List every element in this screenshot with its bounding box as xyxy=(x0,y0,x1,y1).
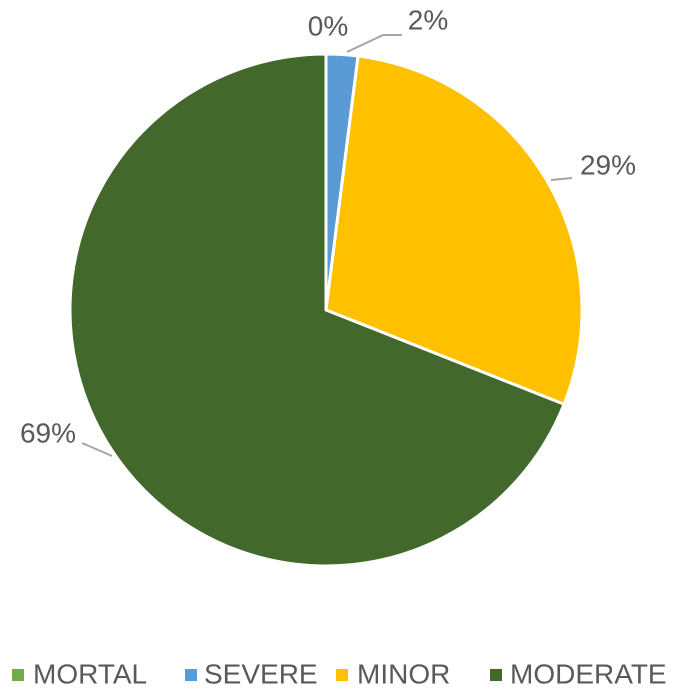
legend-swatch xyxy=(185,669,197,681)
legend-swatch xyxy=(336,669,348,681)
pie-slice xyxy=(324,54,584,406)
leader-line xyxy=(346,34,402,53)
legend-label: MINOR xyxy=(357,658,450,689)
legend-label: SEVERE xyxy=(204,658,318,689)
leader-line xyxy=(550,177,573,181)
leader-line xyxy=(81,442,113,457)
legend-swatch xyxy=(12,669,24,681)
data-label: 29% xyxy=(580,149,636,180)
legend-label: MORTAL xyxy=(33,658,147,689)
data-label: 0% xyxy=(308,10,348,41)
pie-slice xyxy=(68,52,566,568)
legend-label: MODERATE xyxy=(510,658,667,689)
data-label: 2% xyxy=(408,4,448,35)
data-label: 69% xyxy=(20,417,76,448)
legend-swatch xyxy=(490,669,502,681)
